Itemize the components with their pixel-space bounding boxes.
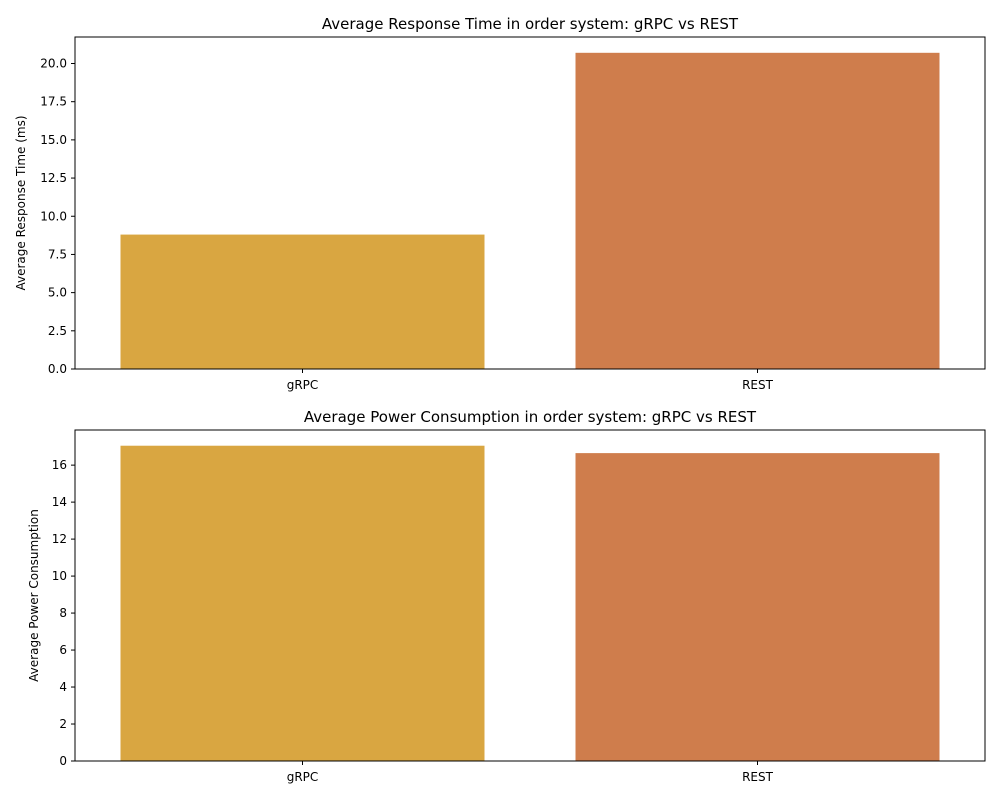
bar-rest [575,52,940,370]
y-tick-label: 10 [52,569,67,583]
y-tick-label: 12 [52,532,67,546]
plot-frame [74,36,986,370]
bar-rest [575,453,940,761]
y-tick-label: 7.5 [48,247,67,261]
y-tick-label: 0.0 [48,362,67,376]
bar-grpc [120,445,485,761]
x-tick-label: REST [742,378,774,392]
y-tick-label: 14 [52,495,67,509]
chart-title: Average Response Time in order system: g… [322,15,739,33]
chart-title: Average Power Consumption in order syste… [304,408,757,426]
bar-grpc [120,234,485,369]
y-tick-label: 16 [52,458,67,472]
y-tick-label: 2 [59,717,67,731]
y-tick-label: 17.5 [40,95,67,109]
y-tick-label: 20.0 [40,57,67,71]
x-tick-label: REST [742,770,774,784]
y-axis-label: Average Response Time (ms) [14,115,28,290]
y-tick-label: 8 [59,606,67,620]
y-tick-label: 2.5 [48,324,67,338]
y-axis-label: Average Power Consumption [27,509,41,682]
x-tick-label: gRPC [287,378,319,392]
y-tick-label: 6 [59,643,67,657]
power-consumption-chart: 0 2 4 6 8 10 12 14 16 gRPC REST Average Power Consu… [27,408,986,784]
y-tick-label: 15.0 [40,133,67,147]
y-tick-label: 4 [59,680,67,694]
y-tick-label: 12.5 [40,171,67,185]
x-tick-label: gRPC [287,770,319,784]
y-tick-label: 5.0 [48,286,67,300]
plot-frame [74,429,986,762]
y-tick-label: 10.0 [40,209,67,223]
response-time-chart: 0.0 2.5 5.0 7.5 10.0 12.5 15.0 17.5 20.0 gRPC REST… [14,15,986,392]
y-tick-label: 0 [59,754,67,768]
